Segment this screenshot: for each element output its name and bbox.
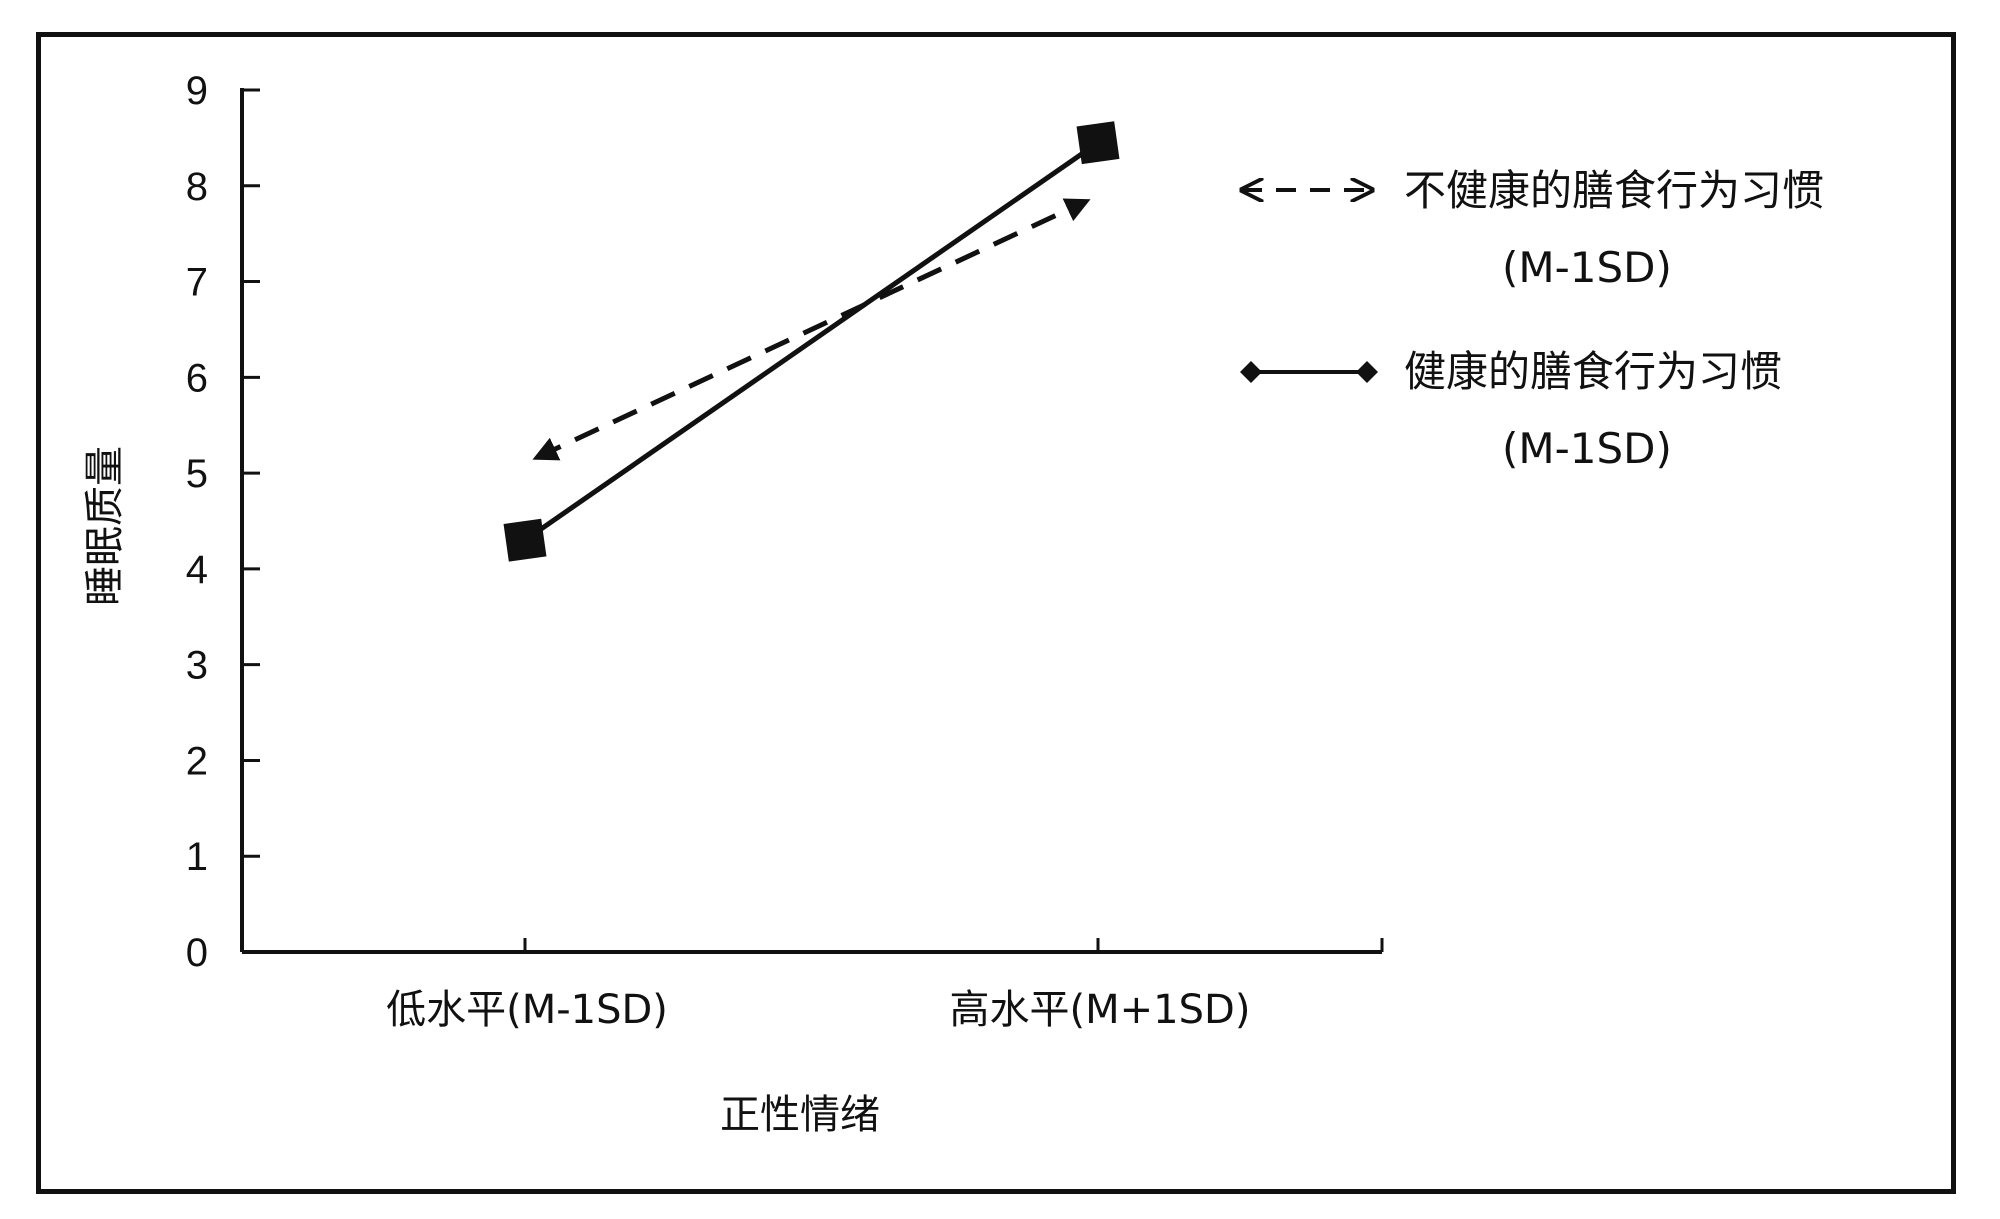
y-tick-label: 4 <box>186 548 208 592</box>
y-axis-title: 睡眠质量 <box>82 446 128 606</box>
x-axis-ticks: 低水平(M-1SD) 高水平(M+1SD) <box>386 938 1384 1033</box>
y-tick-label: 1 <box>186 835 208 879</box>
legend-diamond-right <box>1356 361 1378 383</box>
y-tick-label: 3 <box>186 644 208 688</box>
legend-label-unhealthy: 不健康的膳食行为习惯 <box>1404 166 1824 215</box>
data-point-healthy <box>1076 121 1120 165</box>
x-axis-title: 正性情绪 <box>720 1092 880 1138</box>
y-tick-label: 5 <box>186 452 208 496</box>
axes <box>240 88 1382 954</box>
y-tick-label: 2 <box>186 739 208 783</box>
y-axis-ticks: 0 1 2 3 4 5 6 7 8 9 <box>186 69 260 975</box>
series-line-healthy <box>523 140 1100 543</box>
x-tick-label: 高水平(M+1SD) <box>950 987 1251 1033</box>
series-layer <box>503 121 1120 562</box>
y-tick-label: 9 <box>186 69 208 113</box>
y-tick-label: 6 <box>186 356 208 400</box>
y-tick-label: 0 <box>186 931 208 975</box>
legend-diamond-left <box>1240 361 1262 383</box>
legend-item-healthy: 健康的膳食行为习惯 (M-1SD) <box>1240 347 1782 473</box>
data-point-healthy <box>503 518 547 562</box>
legend: 不健康的膳食行为习惯 (M-1SD) 健康的膳食行为习惯 (M-1SD) <box>1240 166 1824 473</box>
legend-item-unhealthy: 不健康的膳食行为习惯 (M-1SD) <box>1242 166 1824 292</box>
y-tick-label: 8 <box>186 165 208 209</box>
x-tick-label: 低水平(M-1SD) <box>386 987 668 1033</box>
series-line-unhealthy <box>532 198 1091 461</box>
legend-label-healthy-note: (M-1SD) <box>1502 424 1672 473</box>
legend-label-unhealthy-note: (M-1SD) <box>1502 243 1672 292</box>
legend-label-healthy: 健康的膳食行为习惯 <box>1404 347 1782 396</box>
y-tick-label: 7 <box>186 261 208 305</box>
